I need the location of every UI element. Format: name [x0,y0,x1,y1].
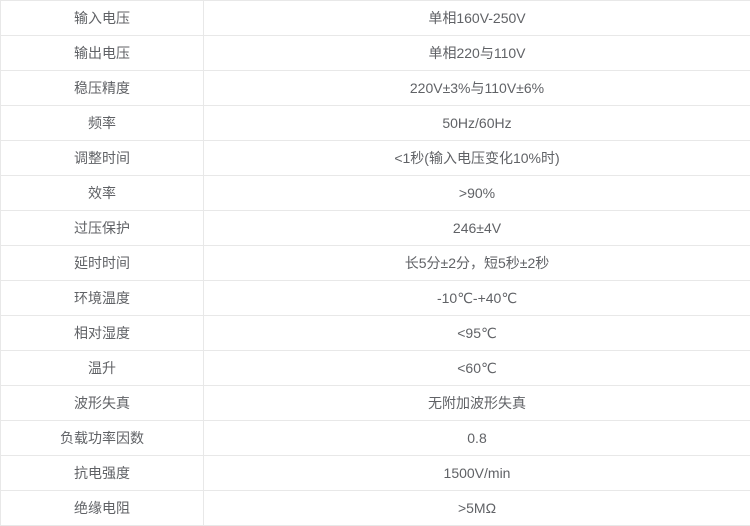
spec-label: 稳压精度 [0,70,204,106]
spec-value: <95℃ [203,315,750,351]
table-row: 调整时间 <1秒(输入电压变化10%时) [0,140,750,176]
spec-label: 相对湿度 [0,315,204,351]
table-row: 效率 >90% [0,175,750,211]
spec-value: 220V±3%与110V±6% [203,70,750,106]
spec-label: 抗电强度 [0,455,204,491]
spec-value: 长5分±2分，短5秒±2秒 [203,245,750,281]
table-row: 温升 <60℃ [0,350,750,386]
spec-value: 0.8 [203,420,750,456]
spec-value: 单相160V-250V [203,0,750,36]
spec-value: 246±4V [203,210,750,246]
table-row: 环境温度 -10℃-+40℃ [0,280,750,316]
spec-label: 调整时间 [0,140,204,176]
spec-label: 效率 [0,175,204,211]
table-row: 相对湿度 <95℃ [0,315,750,351]
spec-label: 输出电压 [0,35,204,71]
table-row: 输入电压 单相160V-250V [0,0,750,36]
spec-value: 1500V/min [203,455,750,491]
table-row: 过压保护 246±4V [0,210,750,246]
spec-value: 50Hz/60Hz [203,105,750,141]
table-row: 波形失真 无附加波形失真 [0,385,750,421]
spec-label: 过压保护 [0,210,204,246]
spec-value: 无附加波形失真 [203,385,750,421]
spec-label: 绝缘电阻 [0,490,204,526]
table-row: 负载功率因数 0.8 [0,420,750,456]
table-row: 输出电压 单相220与110V [0,35,750,71]
table-row: 稳压精度 220V±3%与110V±6% [0,70,750,106]
table-row: 绝缘电阻 >5MΩ [0,490,750,526]
spec-label: 温升 [0,350,204,386]
spec-label: 输入电压 [0,0,204,36]
spec-value: >90% [203,175,750,211]
spec-label: 波形失真 [0,385,204,421]
table-row: 抗电强度 1500V/min [0,455,750,491]
spec-value: 单相220与110V [203,35,750,71]
spec-label: 负载功率因数 [0,420,204,456]
spec-value: <60℃ [203,350,750,386]
spec-value: >5MΩ [203,490,750,526]
table-row: 延时时间 长5分±2分，短5秒±2秒 [0,245,750,281]
spec-label: 延时时间 [0,245,204,281]
spec-label: 频率 [0,105,204,141]
spec-value: <1秒(输入电压变化10%时) [203,140,750,176]
table-row: 频率 50Hz/60Hz [0,105,750,141]
spec-label: 环境温度 [0,280,204,316]
spec-value: -10℃-+40℃ [203,280,750,316]
